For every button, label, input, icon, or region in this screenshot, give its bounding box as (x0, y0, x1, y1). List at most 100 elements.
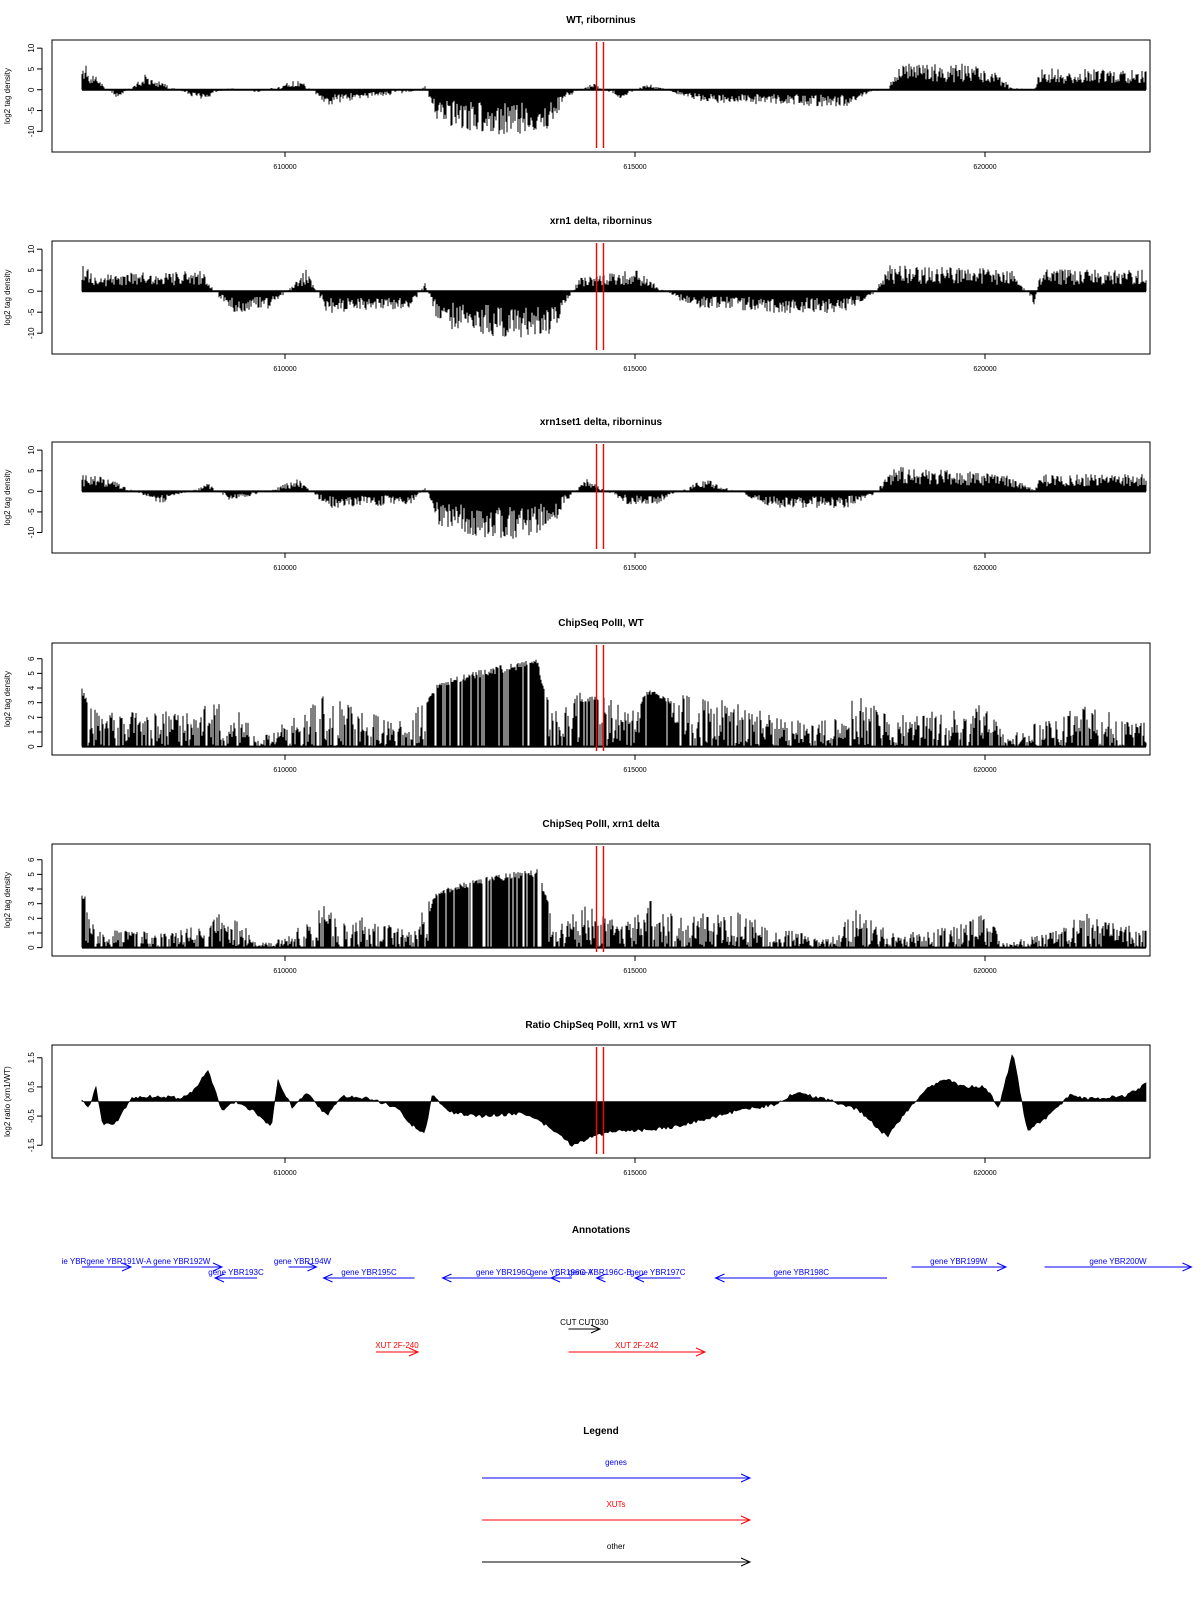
x-tick-label: 610000 (273, 968, 296, 975)
plot-frame (51, 843, 1151, 957)
y-tick-label: 0 (27, 288, 36, 293)
gene-label: gene YBR197C (630, 1268, 686, 1277)
arrow-head (1182, 1262, 1193, 1272)
xut-label: XUT 2F-242 (615, 1341, 659, 1350)
y-tick-label: 5 (27, 872, 36, 877)
chart-title: ChipSeq PolII, WT (558, 618, 644, 629)
x-tick-label: 615000 (623, 366, 646, 373)
gene-label: gene YBR195C (341, 1268, 397, 1277)
y-tick-label: -10 (27, 327, 36, 339)
x-tick-label: 615000 (623, 767, 646, 774)
x-tick-label: 615000 (623, 968, 646, 975)
chart-title: WT, riborninus (566, 15, 636, 26)
gene-label: gene YBR194W (274, 1257, 332, 1266)
x-tick-label: 610000 (273, 164, 296, 171)
signal-bars (81, 467, 1147, 539)
plot-frame (51, 39, 1151, 153)
arrow-head (322, 1273, 333, 1283)
y-tick-label: 3 (27, 901, 36, 906)
x-tick-label: 620000 (973, 968, 996, 975)
y-axis-label: log2 tag density (3, 68, 12, 124)
ratio-area (81, 1054, 1147, 1147)
arrow-head (121, 1262, 133, 1272)
y-tick-label: -0.5 (27, 1109, 36, 1123)
y-tick-label: 10 (27, 43, 36, 52)
arrow-head (549, 1273, 561, 1283)
y-tick-label: 0 (27, 945, 36, 950)
arrow-head (740, 1515, 752, 1525)
arrow-head (595, 1273, 606, 1283)
arrow-head (212, 1262, 224, 1272)
legend-panel: Legend genes XUTs other (482, 1426, 752, 1567)
y-axis-label: log2 tag density (3, 469, 12, 525)
arrow-head (307, 1262, 318, 1272)
y-tick-label: 2 (27, 916, 36, 921)
signal-bars (81, 869, 1147, 948)
xut-label: XUT 2F-240 (375, 1341, 419, 1350)
signal-bars (81, 63, 1147, 135)
y-axis-label: log2 tag density (3, 269, 12, 325)
x-tick-label: 615000 (623, 565, 646, 572)
y-tick-label: 1 (27, 930, 36, 935)
signal-bars (81, 265, 1147, 338)
plot-frame (51, 240, 1151, 355)
gene-label: gene YBR193C (208, 1268, 264, 1277)
y-tick-label: 10 (27, 244, 36, 253)
x-tick-label: 615000 (623, 164, 646, 171)
arrow-head (996, 1262, 1008, 1272)
y-tick-label: 10 (27, 445, 36, 454)
arrow-head (408, 1347, 420, 1357)
y-axis-label: log2 ratio (xrn1/WT) (3, 1066, 12, 1137)
chart-title: ChipSeq PolII, xrn1 delta (542, 819, 660, 830)
arrow-head (441, 1273, 452, 1283)
y-tick-label: 0 (27, 87, 36, 92)
x-tick-label: 620000 (973, 164, 996, 171)
arrow-head (740, 1473, 752, 1483)
legend-label: XUTs (606, 1500, 625, 1509)
chart-panel: WT, riborninus -10 -5 0 5 10 log2 tag density 6… (3, 15, 1151, 171)
plot-frame (51, 1044, 1151, 1159)
y-axis-label: log2 tag density (3, 671, 12, 727)
arrow-head (740, 1557, 752, 1567)
y-tick-label: 4 (27, 886, 36, 891)
plot-frame (51, 441, 1151, 554)
chart-panel: Ratio ChipSeq PolII, xrn1 vs WT -1.5 -0.5 0… (3, 1020, 1151, 1177)
x-tick-label: 610000 (273, 1170, 296, 1177)
legend-label: genes (605, 1458, 627, 1467)
x-tick-label: 620000 (973, 1170, 996, 1177)
arrow-head (695, 1347, 707, 1357)
chart-panel: xrn1 delta, riborninus -10 -5 0 5 10 log2 tag … (3, 216, 1151, 373)
gene-label: gene YBR196C-A (530, 1268, 594, 1277)
y-tick-label: 2 (27, 715, 36, 720)
signal-bars (81, 659, 1147, 747)
x-tick-label: 620000 (973, 767, 996, 774)
y-tick-label: 3 (27, 700, 36, 705)
chart-panel: ChipSeq PolII, WT 0 1 2 3 4 5 6 log2 tag density… (3, 618, 1151, 774)
gene-label: gene YBR200W (1089, 1257, 1147, 1266)
gene-label: gene YBR198C (774, 1268, 830, 1277)
y-tick-label: 6 (27, 656, 36, 661)
y-tick-label: -10 (27, 526, 36, 538)
gene-label: ie YBRgene YBR191W-A (62, 1257, 152, 1266)
chart-panel: ChipSeq PolII, xrn1 delta 0 1 2 3 4 5 6 log2 tag… (3, 819, 1151, 975)
y-tick-label: 5 (27, 66, 36, 71)
y-tick-label: 0 (27, 489, 36, 494)
gene-label: gene YBR196C (476, 1268, 532, 1277)
x-tick-label: 610000 (273, 366, 296, 373)
y-tick-label: -5 (27, 106, 36, 114)
y-tick-label: 4 (27, 685, 36, 690)
gene-label: gene YBR199W (930, 1257, 988, 1266)
arrow-head (590, 1324, 602, 1334)
plot-frame (51, 642, 1151, 756)
chart-title: Ratio ChipSeq PolII, xrn1 vs WT (525, 1020, 676, 1031)
legend-label: other (607, 1542, 626, 1551)
gene-label: gene YBR192W (153, 1257, 211, 1266)
y-tick-label: 5 (27, 267, 36, 272)
arrow-head (633, 1273, 645, 1283)
x-tick-label: 620000 (973, 366, 996, 373)
y-tick-label: 0 (27, 744, 36, 749)
y-tick-label: -5 (27, 508, 36, 516)
y-tick-label: 1.5 (27, 1052, 36, 1064)
